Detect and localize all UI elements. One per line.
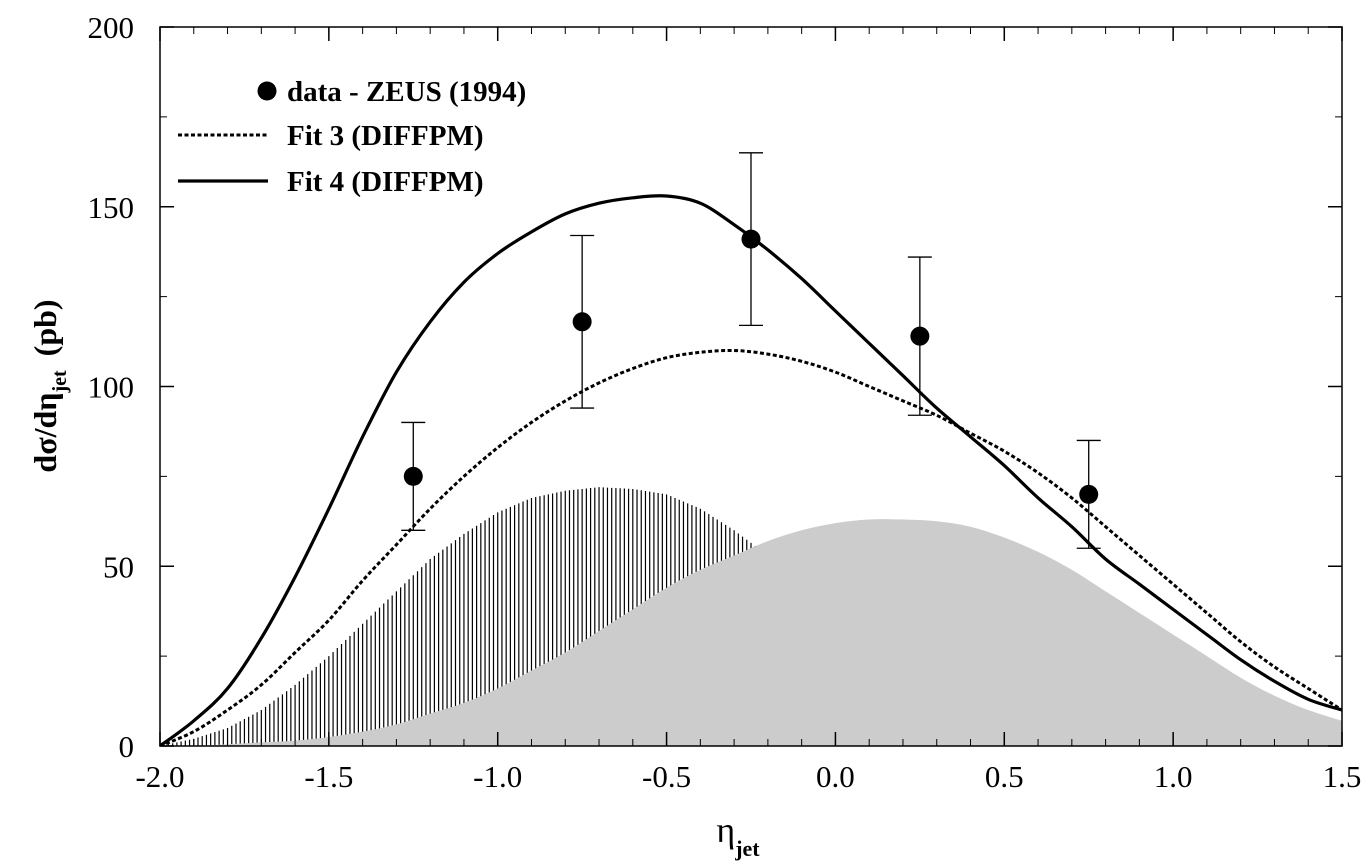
- area-layer: [160, 487, 1342, 746]
- legend-label-fit3: Fit 3 (DIFFPM): [287, 120, 484, 152]
- x-axis-symbol: η: [716, 810, 735, 850]
- legend: data - ZEUS (1994) Fit 3 (DIFFPM) Fit 4 (D…: [178, 76, 526, 198]
- y-axis-title: dσ/dηjet (pb): [27, 299, 71, 472]
- data-point-layer: [401, 152, 1101, 549]
- x-tick-label: 1.5: [1323, 759, 1362, 794]
- x-tick-label: 1.0: [1154, 759, 1193, 794]
- y-tick-label: 100: [88, 370, 135, 405]
- y-axis-subscript: jet: [49, 370, 71, 394]
- y-axis-main: dσ/dη: [27, 393, 63, 473]
- line-layer: [160, 194, 1342, 746]
- x-axis-label: ηjet: [716, 810, 760, 861]
- x-axis-subscript: jet: [734, 836, 760, 861]
- x-tick-label: -0.5: [642, 759, 691, 794]
- data-marker: [403, 466, 423, 486]
- grey-area: [160, 519, 1342, 746]
- data-point: [401, 421, 426, 531]
- y-tick-label: 50: [103, 549, 134, 584]
- x-tick-label: -1.5: [304, 759, 353, 794]
- data-marker: [572, 312, 592, 332]
- legend-label-fit4: Fit 4 (DIFFPM): [287, 166, 484, 198]
- data-marker: [741, 229, 761, 249]
- fit3-line: [160, 348, 1342, 746]
- x-tick-label: -1.0: [473, 759, 522, 794]
- x-tick-label: 0.5: [985, 759, 1024, 794]
- tick-layer: -2.0 -1.5 -1.0 -0.5 0.0 0.5 1.0 1.5 0 50 100 150 200: [88, 10, 1362, 794]
- legend-label-data: data - ZEUS (1994): [287, 76, 526, 108]
- fit4-line: [160, 194, 1342, 746]
- x-axis-title: ηjet: [716, 810, 760, 861]
- data-point: [1076, 439, 1101, 549]
- data-point: [739, 152, 763, 327]
- y-axis-label: dσ/dηjet (pb): [27, 299, 71, 472]
- y-tick-label: 200: [88, 10, 135, 45]
- y-tick-label: 0: [119, 729, 135, 764]
- x-tick-label: -2.0: [135, 759, 184, 794]
- data-point: [570, 234, 595, 409]
- data-marker: [1079, 484, 1099, 504]
- y-axis-unit: (pb): [27, 299, 63, 356]
- x-tick-label: 0.0: [816, 759, 855, 794]
- data-point: [907, 256, 932, 416]
- legend-marker-data: [257, 81, 277, 101]
- data-marker: [910, 326, 930, 346]
- y-tick-label: 150: [88, 190, 135, 225]
